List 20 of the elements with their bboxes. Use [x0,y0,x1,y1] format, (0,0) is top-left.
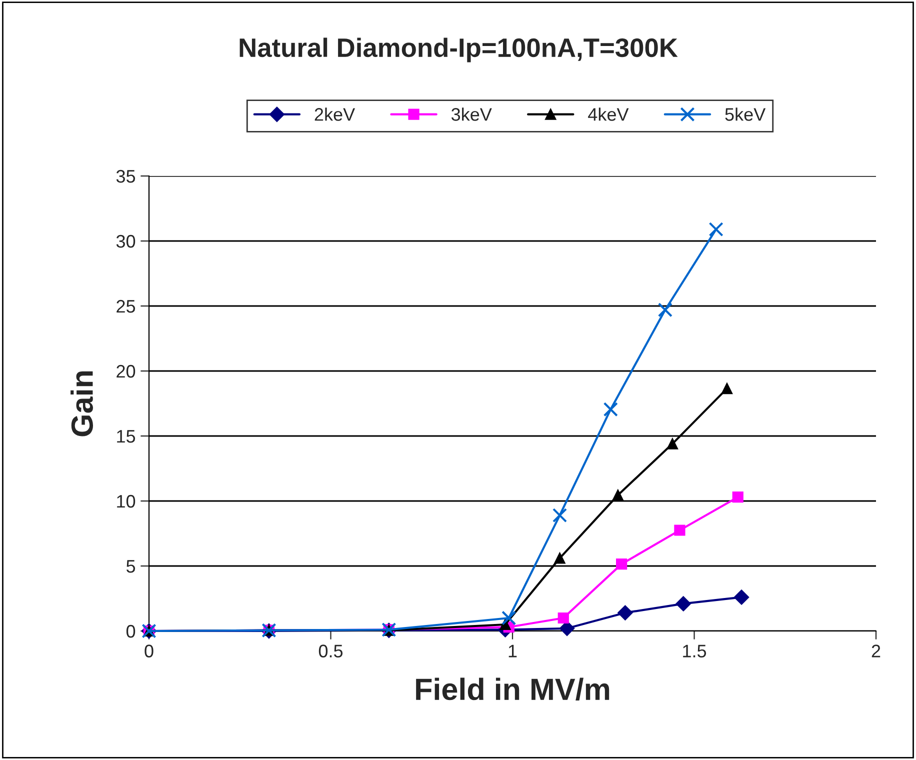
legend-label: 3keV [451,108,492,121]
x-tick-label: 0.5 [318,644,343,658]
legend-label: 5keV [725,108,766,121]
x-tick-label: 0 [144,644,154,658]
y-tick-label: 25 [116,300,136,313]
x-tick-label: 1 [508,644,517,658]
y-tick-label: 15 [117,430,136,443]
y-tick-label: 20 [116,364,136,378]
x-axis-title: Field in MV/m [416,678,610,700]
y-axis-title: Gain [70,371,94,436]
chart-title: Natural Diamond-Ip=100nA,T=300K [240,38,678,62]
x-tick-label: 1.5 [683,644,706,658]
x-tick-label: 2 [872,644,880,658]
legend-label: 2keV [314,108,356,121]
y-tick-label: 30 [116,234,136,248]
y-tick-label: 35 [116,170,136,183]
y-tick-label: 10 [117,494,136,508]
legend-label: 4keV [588,108,629,121]
y-tick-label: 5 [126,560,136,573]
y-tick-label: 0 [126,624,136,638]
